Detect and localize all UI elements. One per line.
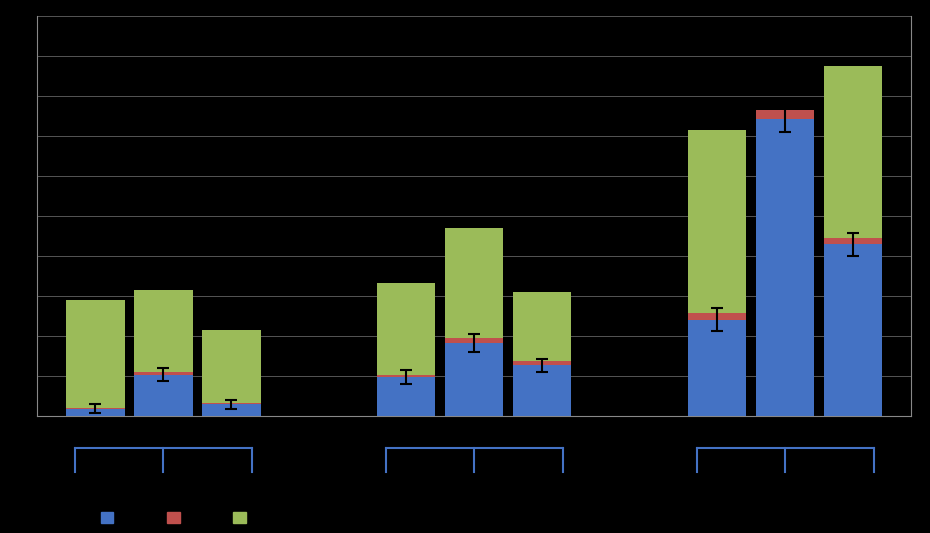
Bar [203,330,260,403]
Bar [824,245,883,416]
Bar [513,366,571,416]
Bar [824,238,883,245]
Bar [378,375,435,377]
Bar [134,375,193,416]
Bar [824,66,883,238]
Bar [688,313,746,320]
Bar [688,130,746,313]
Bar [688,320,746,416]
Bar [378,283,435,375]
Bar [513,293,571,361]
Bar [445,338,503,343]
Bar [134,290,193,373]
Bar [66,408,125,409]
Legend: , , : , , [96,506,255,529]
Bar [134,373,193,375]
Bar [66,301,125,408]
Bar [445,229,503,338]
Bar [66,409,125,416]
Bar [756,119,815,416]
Bar [378,377,435,416]
Bar [445,343,503,416]
Bar [203,405,260,416]
Bar [756,110,815,119]
Bar [513,361,571,366]
Bar [203,403,260,405]
